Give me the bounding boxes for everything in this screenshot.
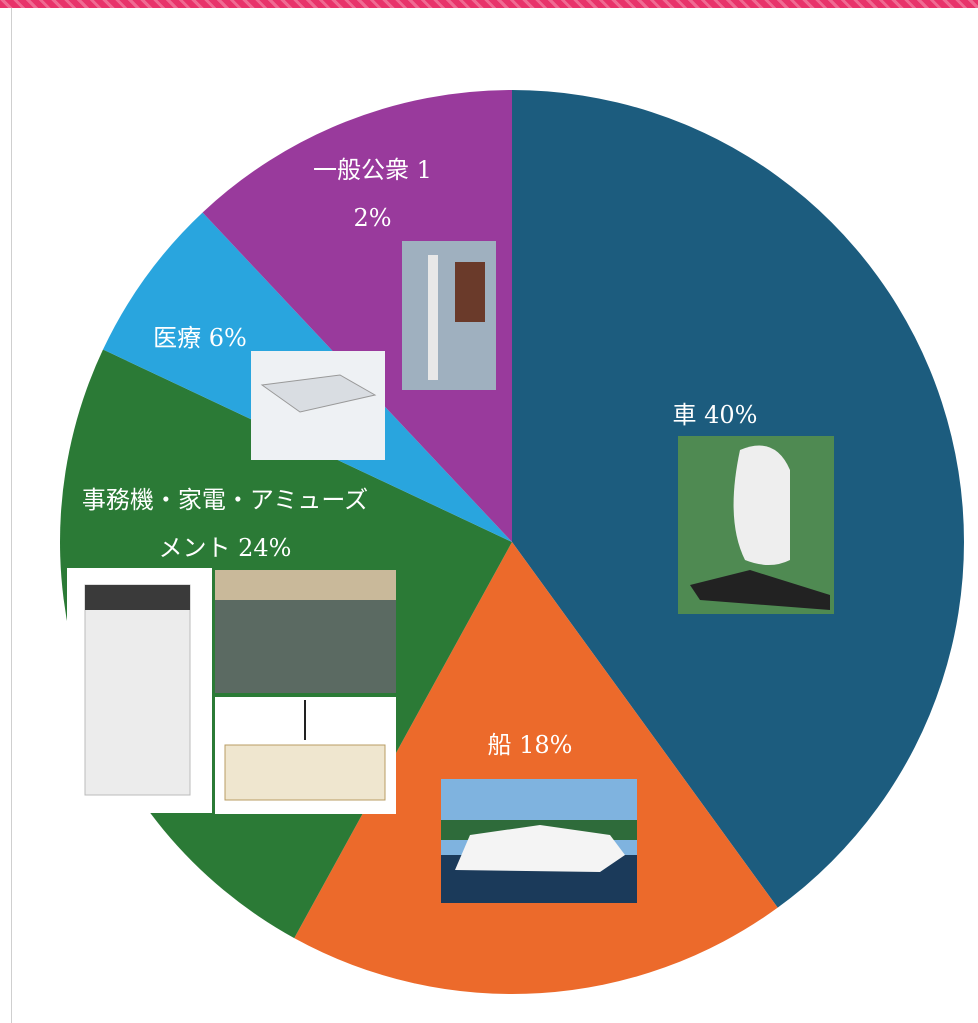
photo-copier-body [84,584,191,796]
category-label: 事務機・家電・アミューズメント [81,486,369,562]
photo-dispenser-stand [428,255,438,380]
slice-label: 一般公衆 12% [300,146,445,242]
photo-bed-shape [260,374,377,413]
category-label: 医療 [153,324,202,352]
photo-mirror-shape [733,445,790,565]
category-label: 車 [672,401,697,429]
category-label: 一般公衆 [313,156,410,184]
photo-person [455,262,485,322]
slice-label: 医療 6% [130,314,270,362]
value-label: 6% [208,324,247,352]
value-label: 40% [704,401,758,429]
photo-lamp-shade [224,744,386,801]
pie-slice [202,90,512,542]
slice-label: 事務機・家電・アミューズメント 24% [70,476,380,572]
slice-label: 船 18% [460,721,600,769]
value-label: 24% [238,534,292,562]
value-label: 12% [353,156,432,232]
photo-copier-top [85,585,190,610]
top-stripe [0,0,978,8]
pie-slice [294,542,778,994]
left-border [11,8,12,1023]
photos [67,241,834,903]
photo-pachinko-top [215,570,396,600]
photo-mirror-base [690,570,830,610]
category-label: 船 [487,731,512,759]
slice-label: 車 40% [640,391,790,439]
value-label: 18% [519,731,573,759]
photo-boat-hull [455,825,625,872]
